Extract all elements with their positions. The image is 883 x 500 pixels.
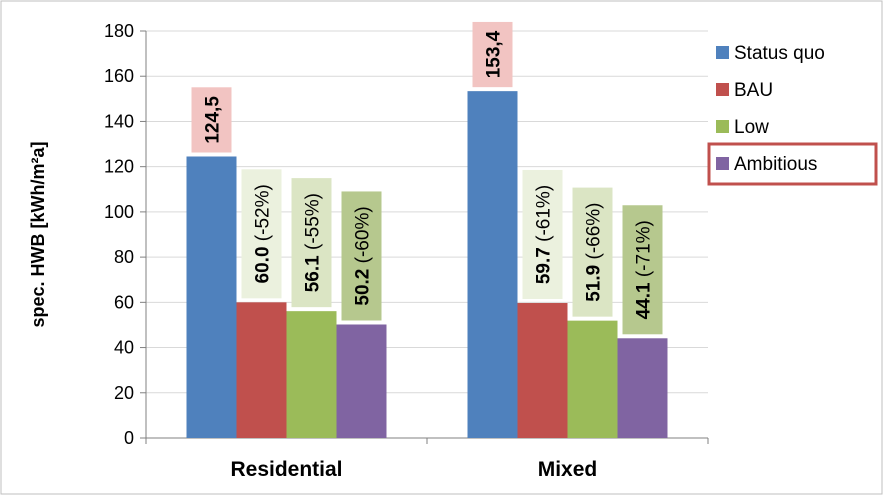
data-label-bg: [291, 178, 332, 308]
data-label-bg: [341, 191, 382, 321]
y-tick-label: 180: [104, 21, 134, 41]
x-tick-label: Mixed: [538, 458, 598, 481]
data-label-value: 44.1: [634, 282, 655, 319]
data-label: 51.9 (-66%): [584, 202, 605, 301]
y-tick-label: 0: [124, 428, 134, 448]
bar: [617, 338, 668, 438]
legend-label: BAU: [734, 80, 773, 101]
y-tick-label: 60: [114, 292, 134, 312]
data-label-bg: [241, 169, 282, 299]
y-tick-label: 100: [104, 202, 134, 222]
y-tick-label: 160: [104, 66, 134, 86]
data-label-bg: [572, 187, 613, 317]
bar: [286, 311, 337, 438]
data-label: 50.2 (-60%): [353, 206, 374, 305]
data-label-change: (-55%): [303, 193, 324, 255]
legend-highlight-box: [707, 142, 878, 186]
bar: [467, 91, 518, 438]
legend-swatch: [716, 83, 729, 96]
bar: [567, 320, 618, 438]
y-axis-title: spec. HWB [kWh/m²a]: [28, 141, 48, 327]
legend-swatch: [716, 120, 729, 133]
bars: [186, 91, 668, 438]
legend-label: Ambitious: [734, 154, 817, 175]
legend-swatch: [716, 46, 729, 59]
data-label-change: (-61%): [534, 185, 555, 247]
data-label-change: (-52%): [253, 184, 274, 246]
bar: [186, 156, 237, 438]
data-label: 124,5: [203, 96, 224, 144]
y-tick-label: 80: [114, 247, 134, 267]
legend-label: Status quo: [734, 43, 825, 64]
data-label-bg: [622, 205, 663, 335]
data-label: 153,4: [484, 30, 505, 78]
bar: [236, 302, 287, 438]
legend-swatch: [716, 157, 729, 170]
data-label-change: (-60%): [353, 206, 374, 268]
data-label-value: 59.7: [534, 247, 555, 284]
bar: [517, 303, 568, 438]
axes: 0 20 40 60 80 100 120 140 160 180 spec. HWB [kWh/m…: [28, 21, 709, 481]
data-label: 59.7 (-61%): [534, 185, 555, 284]
data-labels: 124,5 60.0 (-52%) 56.1 (-55%) 50.2 (-60%) 15…: [191, 21, 663, 335]
y-tick-label: 20: [114, 383, 134, 403]
data-label-value: 60.0: [253, 246, 274, 283]
data-label-bg: [522, 169, 563, 300]
data-label-change: (-71%): [634, 220, 655, 282]
x-tick-label: Residential: [230, 458, 342, 481]
y-tick-label: 40: [114, 338, 134, 358]
bar: [336, 324, 387, 438]
data-label-value: 56.1: [303, 255, 324, 292]
data-label: 44.1 (-71%): [634, 220, 655, 319]
y-tick-label: 140: [104, 111, 134, 131]
y-tick-label: 120: [104, 157, 134, 177]
data-label-bg: [472, 21, 513, 88]
data-label-change: (-66%): [584, 202, 605, 264]
data-label: 56.1 (-55%): [303, 193, 324, 292]
data-label: 60.0 (-52%): [253, 184, 274, 283]
data-label-value: 51.9: [584, 265, 605, 302]
legend-label: Low: [734, 117, 769, 138]
data-label-value: 50.2: [353, 269, 374, 306]
legend: Status quo BAU Low Ambitious: [707, 43, 878, 186]
data-label-bg: [191, 87, 232, 153]
